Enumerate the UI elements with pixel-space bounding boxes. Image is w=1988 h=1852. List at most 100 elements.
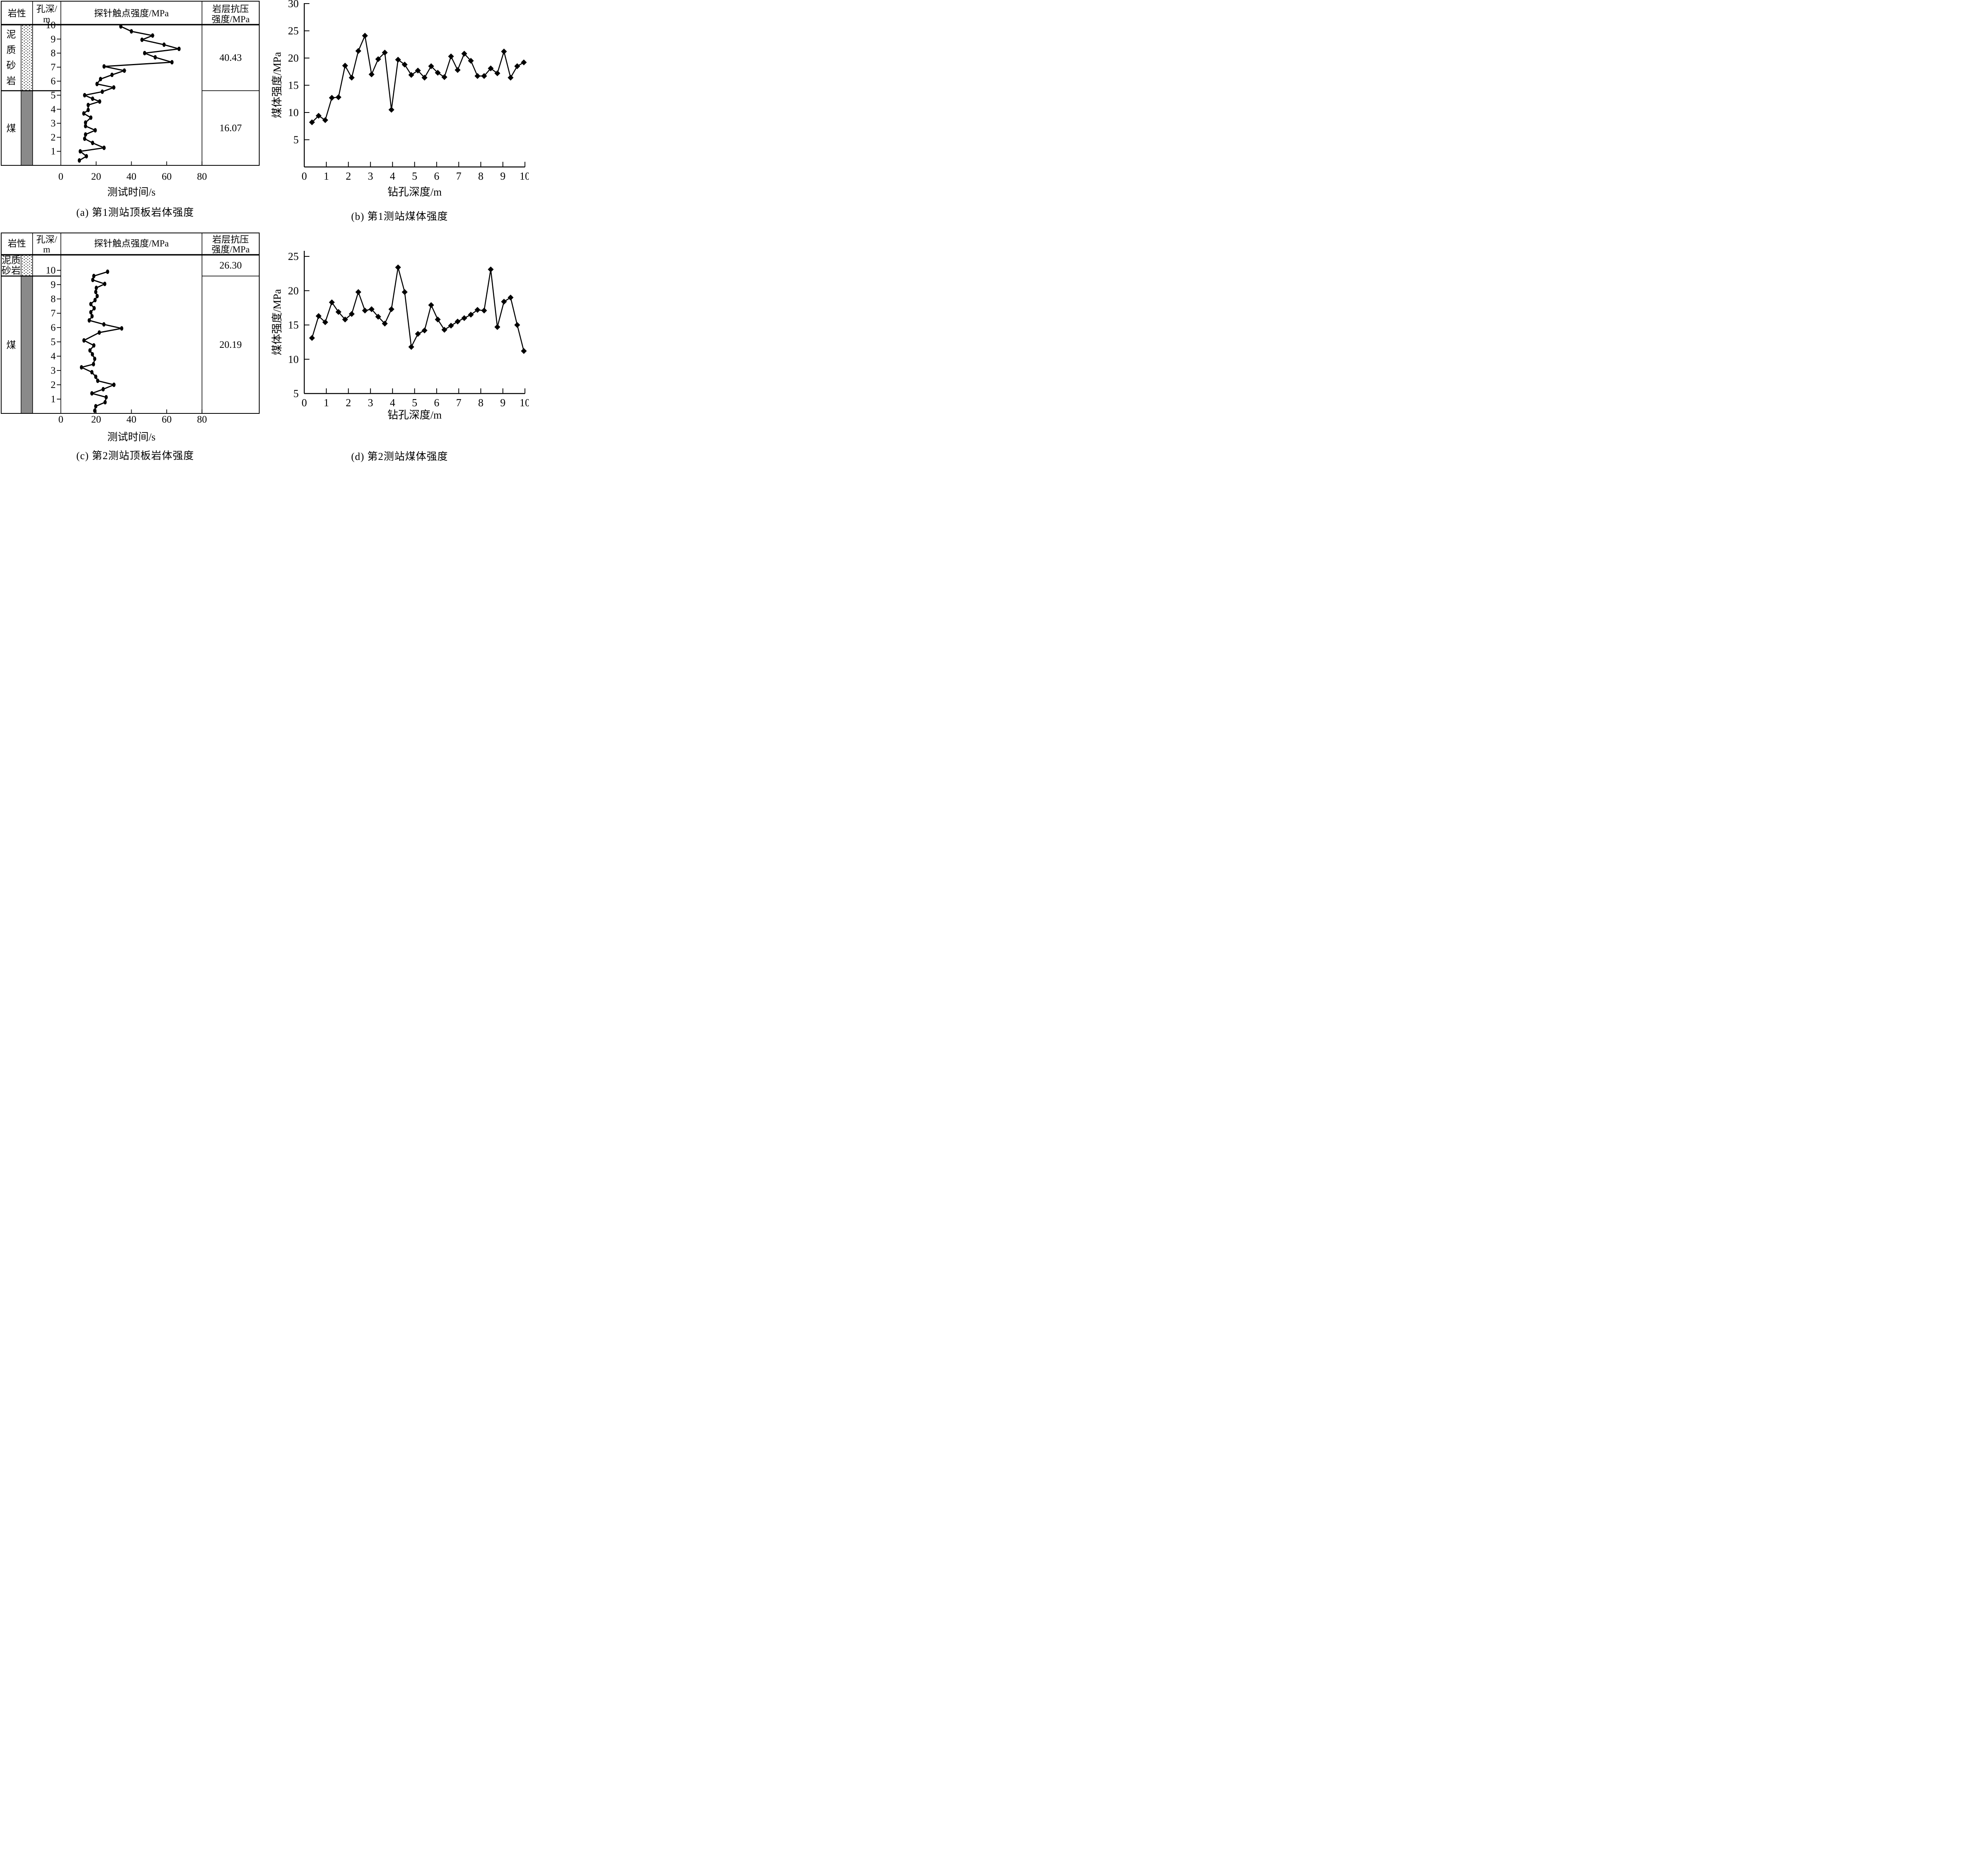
- sandstone-pattern-strip: [21, 25, 33, 91]
- header-rock-strength-2: 强度/MPa: [212, 14, 250, 24]
- data-point: [335, 94, 342, 101]
- data-point: [103, 400, 107, 405]
- data-point: [83, 136, 86, 141]
- header-rock-strength-2: 强度/MPa: [212, 244, 250, 254]
- depth-tick-label: 10: [46, 20, 56, 31]
- data-point: [481, 73, 487, 79]
- data-point: [91, 352, 94, 357]
- lithology-label-coal: 煤: [6, 340, 16, 351]
- time-tick-label: 20: [91, 171, 101, 182]
- lithology-label-coal: 煤: [6, 123, 16, 134]
- probe-strength-series: [80, 270, 124, 413]
- x-tick-label: 3: [368, 397, 373, 409]
- data-point: [102, 322, 106, 327]
- data-point: [342, 316, 348, 323]
- panel-d-coal-strength-chart: 5 10 15 20 25 0 1 2 3 4 5 6 7 8 9 10 钻孔深度/m 煤体强度/MPa: [271, 250, 529, 421]
- data-point: [375, 56, 381, 62]
- x-tick-label: 2: [346, 397, 351, 409]
- data-point: [162, 42, 166, 47]
- data-point: [89, 310, 93, 315]
- time-tick-label: 80: [197, 414, 207, 425]
- x-axis-label: 钻孔深度/m: [387, 186, 442, 198]
- x-tick-label: 6: [434, 397, 440, 409]
- panel-b-coal-strength-chart: 5 10 15 20 25 30 0 1 2 3 4 5 6 7 8 9 10 钻孔深度/m 煤体强度/MPa: [271, 0, 529, 198]
- data-point: [474, 73, 481, 79]
- strength-value-upper: 26.30: [219, 260, 242, 271]
- x-tick-label: 7: [456, 170, 462, 182]
- depth-tick-label: 9: [51, 279, 56, 290]
- data-point: [78, 149, 82, 154]
- y-axis-label: 煤体强度/MPa: [271, 52, 283, 118]
- caption-c: (c) 第2测站顶板岩体强度: [76, 450, 194, 462]
- data-point: [92, 343, 95, 348]
- depth-tick-label: 2: [51, 132, 56, 143]
- data-point: [130, 29, 133, 34]
- time-tick-label: 0: [58, 414, 64, 425]
- y-tick-label: 25: [288, 250, 299, 262]
- data-point: [96, 378, 99, 383]
- depth-tick-label: 3: [51, 365, 56, 376]
- data-point: [93, 357, 97, 361]
- data-point: [95, 294, 99, 299]
- data-point: [329, 299, 335, 305]
- data-point: [408, 344, 414, 350]
- data-point: [355, 289, 361, 295]
- depth-tick-label: 9: [51, 34, 56, 45]
- lithology-label-sandstone: 泥质: [2, 255, 21, 266]
- x-axis-label: 钻孔深度/m: [387, 409, 442, 421]
- data-point: [120, 326, 124, 331]
- depth-tick-label: 4: [51, 351, 56, 362]
- data-point: [101, 387, 105, 392]
- data-point: [153, 55, 157, 60]
- data-point: [90, 370, 94, 374]
- header-rock-strength-1: 岩层抗压: [212, 4, 249, 14]
- x-tick-label: 8: [478, 397, 484, 409]
- data-point: [98, 99, 101, 104]
- time-tick-label: 40: [126, 414, 136, 425]
- depth-tick-label: 2: [51, 380, 56, 390]
- data-point: [177, 47, 181, 51]
- x-tick-label: 5: [412, 170, 417, 182]
- depth-tick-label: 5: [51, 90, 56, 101]
- data-point: [143, 51, 146, 56]
- data-point: [92, 306, 96, 310]
- y-tick-label: 5: [293, 388, 299, 399]
- data-point: [97, 330, 101, 335]
- data-point: [99, 77, 102, 81]
- x-tick-label: 8: [478, 170, 484, 182]
- data-point: [382, 320, 388, 327]
- x-tick-label: 0: [302, 397, 307, 409]
- coal-strip: [21, 276, 33, 413]
- data-point: [521, 348, 527, 354]
- coal-strip: [21, 91, 33, 165]
- data-point: [329, 95, 335, 101]
- data-point: [322, 117, 328, 123]
- data-point: [507, 295, 514, 301]
- data-point: [84, 124, 87, 128]
- strength-value-upper: 40.43: [219, 52, 242, 63]
- data-point: [90, 314, 94, 319]
- data-point: [92, 273, 95, 278]
- data-point: [84, 120, 87, 125]
- data-point: [388, 107, 394, 113]
- header-rock-strength-1: 岩层抗压: [212, 235, 249, 244]
- data-point: [415, 331, 421, 337]
- data-point: [461, 50, 468, 57]
- header-lithology: 岩性: [8, 8, 26, 18]
- x-tick-label: 1: [324, 397, 329, 409]
- data-point: [362, 33, 368, 39]
- data-point: [90, 391, 94, 396]
- data-point: [93, 128, 97, 133]
- y-tick-label: 5: [293, 134, 299, 146]
- data-point: [88, 348, 92, 353]
- data-point: [402, 289, 408, 295]
- data-point: [91, 96, 94, 101]
- x-tick-label: 10: [520, 397, 529, 409]
- header-depth-unit: m: [43, 244, 50, 254]
- lithology-label-sandstone: 砂: [6, 60, 16, 71]
- data-point: [82, 338, 86, 343]
- time-tick-label: 60: [162, 171, 172, 182]
- depth-tick-label: 3: [51, 118, 56, 129]
